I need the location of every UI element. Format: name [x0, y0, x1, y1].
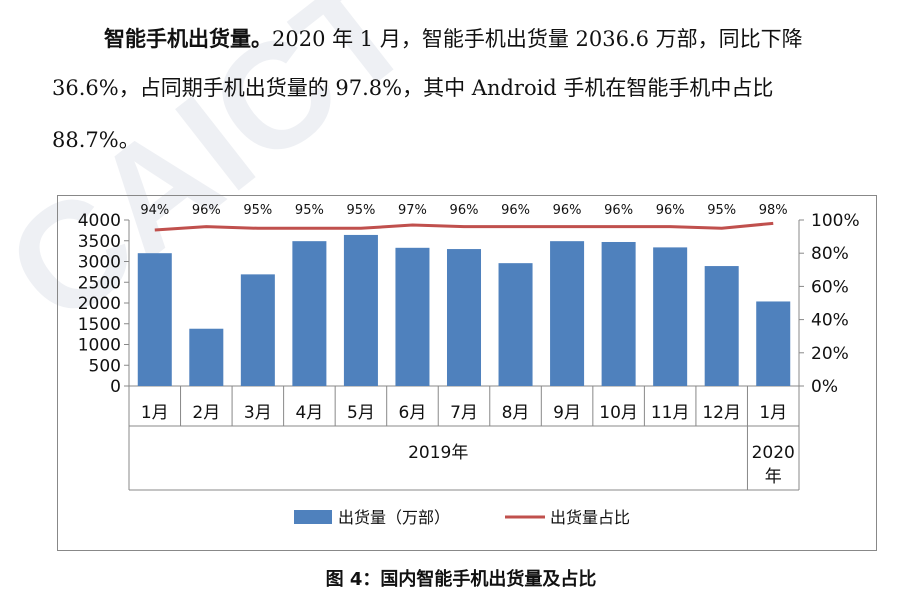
share-data-label: 96% [604, 203, 633, 218]
bar-shipment [446, 249, 482, 386]
share-data-label: 96% [656, 203, 685, 218]
share-data-label: 96% [501, 203, 530, 218]
bar-shipment [395, 247, 430, 386]
share-data-label: 94% [140, 203, 169, 218]
x-axis-category-label: 11月 [651, 403, 690, 423]
share-data-label: 97% [398, 203, 427, 218]
right-axis-tick-label: 60% [811, 277, 849, 297]
bar-shipment [240, 274, 275, 386]
left-axis-tick-label: 4000 [78, 211, 121, 231]
share-data-label: 98% [759, 203, 788, 218]
share-data-label: 95% [707, 203, 736, 218]
left-axis-tick-label: 1500 [78, 315, 121, 335]
paragraph-line-2: 36.6%，占同期手机出货量的 97.8%，其中 Android 手机在智能手机… [52, 76, 774, 100]
figure-caption: 图 4：国内智能手机出货量及占比 [325, 569, 597, 590]
line-share-series [154, 221, 774, 232]
left-axis-tick-label: 3000 [78, 253, 121, 273]
legend-label-shipment: 出货量（万部） [338, 508, 450, 527]
x-axis-category-label: 8月 [502, 403, 530, 423]
x-axis-category-label: 3月 [244, 403, 272, 423]
chart-frame [57, 195, 877, 551]
share-data-label: 95% [295, 203, 324, 218]
left-axis-tick-label: 500 [89, 356, 121, 376]
x-axis-category-label: 5月 [347, 403, 375, 423]
bar-shipment [343, 234, 378, 386]
legend-swatch-shipment [294, 510, 332, 524]
legend-label-share: 出货量占比 [550, 508, 630, 527]
bar-shipment [653, 247, 688, 386]
x-axis-category-label: 10月 [599, 403, 638, 423]
x-axis-year-label: 2020 年 [752, 443, 795, 487]
paragraph-lead: 智能手机出货量。 [104, 26, 272, 51]
left-axis-tick-label: 2000 [78, 294, 121, 314]
paragraph-line-3: 88.7%。 [52, 128, 140, 152]
x-axis-year-label: 2019年 [408, 443, 468, 463]
x-axis-category-label: 2月 [192, 403, 220, 423]
x-axis-category-label: 1月 [759, 403, 787, 423]
share-data-label: 96% [553, 203, 582, 218]
left-axis-tick-label: 3500 [78, 232, 121, 252]
right-axis-tick-label: 80% [811, 244, 849, 264]
share-data-label: 96% [450, 203, 479, 218]
x-axis-category-label: 1月 [141, 403, 169, 423]
bar-shipment [704, 266, 739, 386]
x-axis-category-label: 9月 [553, 403, 581, 423]
bar-shipment [601, 241, 636, 386]
paragraph-line-1-text: 2020 年 1 月，智能手机出货量 2036.6 万部，同比下降 [272, 27, 803, 51]
paragraph-line-1: 智能手机出货量。2020 年 1 月，智能手机出货量 2036.6 万部，同比下… [104, 28, 922, 50]
x-axis-category-label: 7月 [450, 403, 478, 423]
bar-shipment [550, 241, 585, 386]
share-data-label: 96% [192, 203, 221, 218]
left-axis-tick-label: 0 [110, 377, 121, 397]
bar-shipment [756, 301, 791, 386]
bar-shipment [189, 328, 224, 386]
right-axis-tick-label: 100% [811, 211, 860, 231]
right-axis-tick-label: 0% [811, 377, 838, 397]
x-axis-category-label: 12月 [702, 403, 741, 423]
share-data-label: 95% [243, 203, 272, 218]
x-axis-category-label: 6月 [399, 403, 427, 423]
share-data-label: 95% [346, 203, 375, 218]
bar-shipment [498, 263, 533, 386]
left-axis-tick-label: 2500 [78, 273, 121, 293]
right-axis-tick-label: 40% [811, 311, 849, 331]
bar-shipment [292, 241, 327, 386]
x-axis-category-label: 4月 [295, 403, 323, 423]
bar-shipment [137, 253, 172, 386]
right-axis-tick-label: 20% [811, 344, 849, 364]
left-axis-tick-label: 1000 [78, 336, 121, 356]
